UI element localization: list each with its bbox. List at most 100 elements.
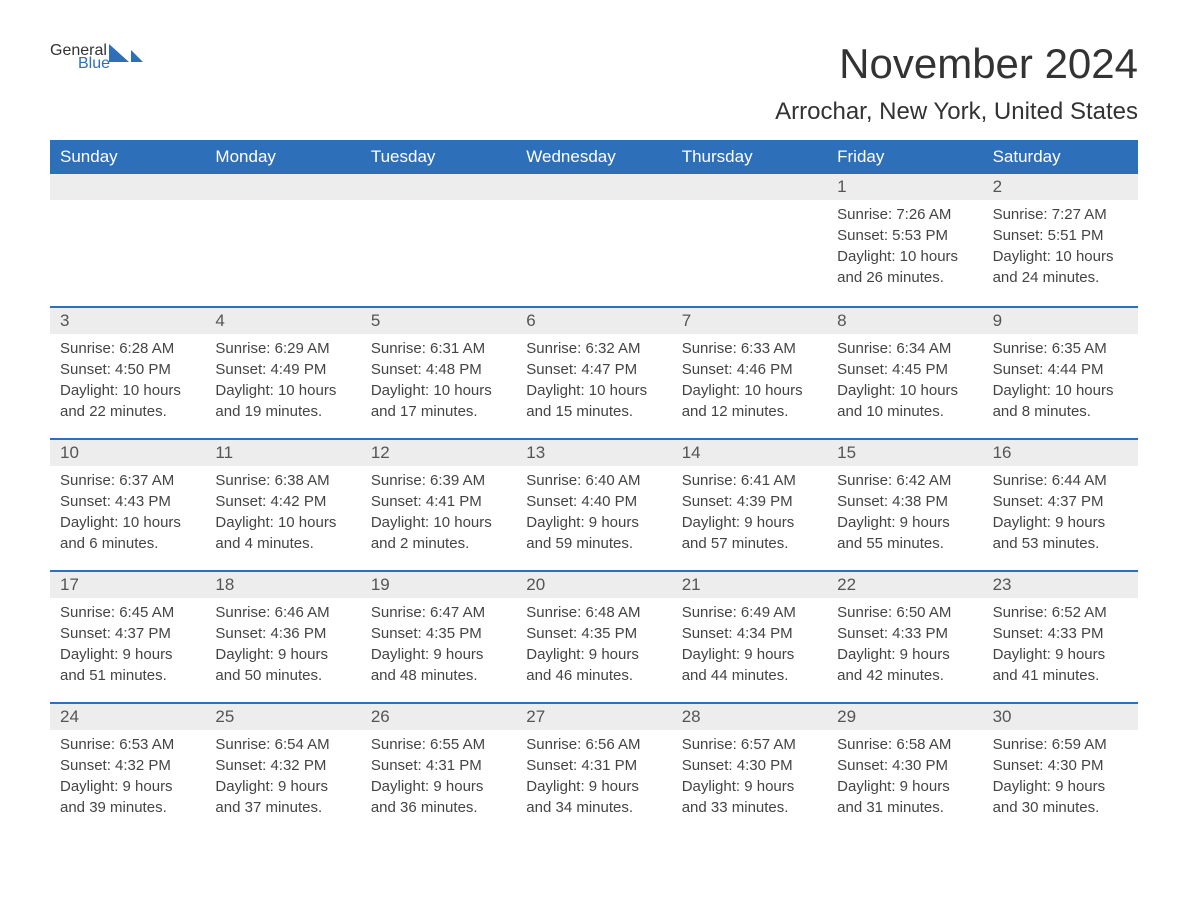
sunset-text: Sunset: 4:31 PM xyxy=(371,755,506,776)
sunset-text: Sunset: 4:32 PM xyxy=(215,755,350,776)
day-cell: 11Sunrise: 6:38 AMSunset: 4:42 PMDayligh… xyxy=(205,440,360,570)
sunset-text: Sunset: 5:51 PM xyxy=(993,225,1128,246)
sunset-text: Sunset: 4:49 PM xyxy=(215,359,350,380)
day-number: 3 xyxy=(50,308,205,334)
daylight-text-line1: Daylight: 10 hours xyxy=(60,512,195,533)
daylight-text-line2: and 57 minutes. xyxy=(682,533,817,554)
day-cell xyxy=(50,174,205,306)
sunrise-text: Sunrise: 6:33 AM xyxy=(682,338,817,359)
week-row: 10Sunrise: 6:37 AMSunset: 4:43 PMDayligh… xyxy=(50,438,1138,570)
daylight-text-line1: Daylight: 9 hours xyxy=(682,512,817,533)
sunrise-text: Sunrise: 6:47 AM xyxy=(371,602,506,623)
day-cell: 20Sunrise: 6:48 AMSunset: 4:35 PMDayligh… xyxy=(516,572,671,702)
day-content: Sunrise: 6:55 AMSunset: 4:31 PMDaylight:… xyxy=(361,730,516,828)
sunrise-text: Sunrise: 6:34 AM xyxy=(837,338,972,359)
daylight-text-line1: Daylight: 10 hours xyxy=(682,380,817,401)
month-title: November 2024 xyxy=(775,40,1138,88)
sunrise-text: Sunrise: 6:28 AM xyxy=(60,338,195,359)
daylight-text-line1: Daylight: 9 hours xyxy=(993,644,1128,665)
daylight-text-line2: and 8 minutes. xyxy=(993,401,1128,422)
sunrise-text: Sunrise: 6:49 AM xyxy=(682,602,817,623)
daylight-text-line1: Daylight: 9 hours xyxy=(682,776,817,797)
day-cell: 29Sunrise: 6:58 AMSunset: 4:30 PMDayligh… xyxy=(827,704,982,834)
sunrise-text: Sunrise: 6:32 AM xyxy=(526,338,661,359)
day-number: 9 xyxy=(983,308,1138,334)
sunrise-text: Sunrise: 6:31 AM xyxy=(371,338,506,359)
sunset-text: Sunset: 4:36 PM xyxy=(215,623,350,644)
daylight-text-line1: Daylight: 10 hours xyxy=(993,380,1128,401)
day-cell: 1Sunrise: 7:26 AMSunset: 5:53 PMDaylight… xyxy=(827,174,982,306)
daylight-text-line2: and 19 minutes. xyxy=(215,401,350,422)
day-content: Sunrise: 6:48 AMSunset: 4:35 PMDaylight:… xyxy=(516,598,671,696)
day-content: Sunrise: 7:27 AMSunset: 5:51 PMDaylight:… xyxy=(983,200,1138,298)
day-content: Sunrise: 6:52 AMSunset: 4:33 PMDaylight:… xyxy=(983,598,1138,696)
day-content: Sunrise: 6:54 AMSunset: 4:32 PMDaylight:… xyxy=(205,730,360,828)
daylight-text-line2: and 53 minutes. xyxy=(993,533,1128,554)
day-content: Sunrise: 6:28 AMSunset: 4:50 PMDaylight:… xyxy=(50,334,205,432)
day-content: Sunrise: 6:37 AMSunset: 4:43 PMDaylight:… xyxy=(50,466,205,564)
day-cell: 15Sunrise: 6:42 AMSunset: 4:38 PMDayligh… xyxy=(827,440,982,570)
daylight-text-line1: Daylight: 9 hours xyxy=(371,644,506,665)
sunset-text: Sunset: 4:30 PM xyxy=(993,755,1128,776)
sunrise-text: Sunrise: 6:55 AM xyxy=(371,734,506,755)
day-number: 19 xyxy=(361,572,516,598)
daylight-text-line1: Daylight: 9 hours xyxy=(526,644,661,665)
daylight-text-line2: and 33 minutes. xyxy=(682,797,817,818)
sunset-text: Sunset: 4:30 PM xyxy=(682,755,817,776)
daylight-text-line2: and 31 minutes. xyxy=(837,797,972,818)
day-cell: 28Sunrise: 6:57 AMSunset: 4:30 PMDayligh… xyxy=(672,704,827,834)
sunrise-text: Sunrise: 6:45 AM xyxy=(60,602,195,623)
daylight-text-line2: and 37 minutes. xyxy=(215,797,350,818)
week-row: 17Sunrise: 6:45 AMSunset: 4:37 PMDayligh… xyxy=(50,570,1138,702)
daylight-text-line2: and 15 minutes. xyxy=(526,401,661,422)
daylight-text-line2: and 22 minutes. xyxy=(60,401,195,422)
day-cell: 12Sunrise: 6:39 AMSunset: 4:41 PMDayligh… xyxy=(361,440,516,570)
day-content: Sunrise: 6:47 AMSunset: 4:35 PMDaylight:… xyxy=(361,598,516,696)
daylight-text-line2: and 30 minutes. xyxy=(993,797,1128,818)
day-content: Sunrise: 6:39 AMSunset: 4:41 PMDaylight:… xyxy=(361,466,516,564)
day-content: Sunrise: 6:40 AMSunset: 4:40 PMDaylight:… xyxy=(516,466,671,564)
daylight-text-line1: Daylight: 9 hours xyxy=(60,644,195,665)
day-content: Sunrise: 6:32 AMSunset: 4:47 PMDaylight:… xyxy=(516,334,671,432)
day-cell: 24Sunrise: 6:53 AMSunset: 4:32 PMDayligh… xyxy=(50,704,205,834)
sunrise-text: Sunrise: 6:48 AM xyxy=(526,602,661,623)
day-content: Sunrise: 6:34 AMSunset: 4:45 PMDaylight:… xyxy=(827,334,982,432)
sunset-text: Sunset: 4:48 PM xyxy=(371,359,506,380)
day-number xyxy=(361,174,516,200)
sunrise-text: Sunrise: 6:59 AM xyxy=(993,734,1128,755)
daylight-text-line1: Daylight: 9 hours xyxy=(215,644,350,665)
day-number: 26 xyxy=(361,704,516,730)
day-content: Sunrise: 6:59 AMSunset: 4:30 PMDaylight:… xyxy=(983,730,1138,828)
day-cell: 26Sunrise: 6:55 AMSunset: 4:31 PMDayligh… xyxy=(361,704,516,834)
daylight-text-line2: and 50 minutes. xyxy=(215,665,350,686)
day-number: 18 xyxy=(205,572,360,598)
day-content: Sunrise: 6:45 AMSunset: 4:37 PMDaylight:… xyxy=(50,598,205,696)
day-content: Sunrise: 6:29 AMSunset: 4:49 PMDaylight:… xyxy=(205,334,360,432)
daylight-text-line2: and 4 minutes. xyxy=(215,533,350,554)
daylight-text-line1: Daylight: 9 hours xyxy=(682,644,817,665)
day-cell: 10Sunrise: 6:37 AMSunset: 4:43 PMDayligh… xyxy=(50,440,205,570)
day-content: Sunrise: 6:56 AMSunset: 4:31 PMDaylight:… xyxy=(516,730,671,828)
daylight-text-line1: Daylight: 9 hours xyxy=(526,512,661,533)
day-content: Sunrise: 6:31 AMSunset: 4:48 PMDaylight:… xyxy=(361,334,516,432)
day-number: 21 xyxy=(672,572,827,598)
daylight-text-line1: Daylight: 9 hours xyxy=(837,776,972,797)
daylight-text-line2: and 6 minutes. xyxy=(60,533,195,554)
title-block: November 2024 Arrochar, New York, United… xyxy=(775,40,1138,126)
daylight-text-line1: Daylight: 9 hours xyxy=(215,776,350,797)
day-cell: 2Sunrise: 7:27 AMSunset: 5:51 PMDaylight… xyxy=(983,174,1138,306)
sunset-text: Sunset: 4:39 PM xyxy=(682,491,817,512)
daylight-text-line2: and 39 minutes. xyxy=(60,797,195,818)
day-cell: 14Sunrise: 6:41 AMSunset: 4:39 PMDayligh… xyxy=(672,440,827,570)
sunset-text: Sunset: 4:33 PM xyxy=(993,623,1128,644)
day-number: 17 xyxy=(50,572,205,598)
day-cell: 8Sunrise: 6:34 AMSunset: 4:45 PMDaylight… xyxy=(827,308,982,438)
daylight-text-line2: and 48 minutes. xyxy=(371,665,506,686)
day-cell: 30Sunrise: 6:59 AMSunset: 4:30 PMDayligh… xyxy=(983,704,1138,834)
daylight-text-line2: and 24 minutes. xyxy=(993,267,1128,288)
day-number: 30 xyxy=(983,704,1138,730)
sunset-text: Sunset: 4:32 PM xyxy=(60,755,195,776)
daylight-text-line1: Daylight: 10 hours xyxy=(215,512,350,533)
daylight-text-line2: and 46 minutes. xyxy=(526,665,661,686)
day-number: 25 xyxy=(205,704,360,730)
